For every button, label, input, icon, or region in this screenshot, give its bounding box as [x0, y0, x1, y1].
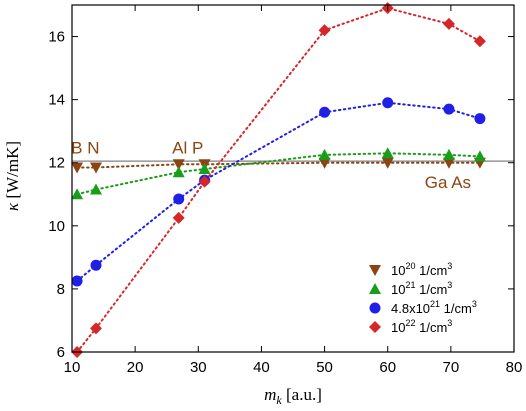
legend-label-3: 1022 1/cm3 — [391, 318, 452, 335]
y-axis-label: κ [W/mK] — [3, 141, 22, 211]
legend-marker-3 — [369, 321, 381, 333]
series-2-point — [173, 193, 185, 205]
series-3-point — [473, 35, 486, 48]
series-0-point — [172, 159, 185, 171]
series-1-point — [318, 148, 331, 160]
series-2-point — [474, 113, 486, 125]
y-tick-label: 8 — [57, 281, 65, 298]
x-axis-label: mk [a.u.] — [264, 385, 322, 407]
x-tick-label: 60 — [379, 359, 396, 376]
annotation-2: Ga As — [425, 173, 471, 192]
series-line-2 — [76, 101, 481, 283]
legend-label-0: 1020 1/cm3 — [391, 261, 452, 278]
x-tick-label: 20 — [127, 359, 144, 376]
plot-frame — [71, 4, 515, 353]
legend-label-1-part-1: 21 — [405, 280, 415, 290]
legend-label-1-part-0: 10 — [391, 282, 405, 297]
legend-label-0-part-3: 3 — [447, 261, 452, 271]
y-axis-label-unit: [W/mK] — [3, 141, 22, 203]
legend-marker-0 — [369, 265, 381, 276]
legend-label-2-part-2: 1/cm — [440, 301, 472, 316]
legend-label-1-part-2: 1/cm — [415, 282, 447, 297]
x-tick-label: 80 — [506, 359, 523, 376]
annotation-1: Al P — [172, 138, 203, 157]
x-tick-label: 70 — [443, 359, 460, 376]
series-1-point — [198, 163, 211, 175]
legend-label-3-part-2: 1/cm — [415, 320, 447, 335]
y-tick-label: 16 — [48, 29, 65, 46]
x-axis-label-unit: [a.u.] — [282, 385, 322, 404]
legend-label-1: 1021 1/cm3 — [391, 280, 452, 297]
series-1-point — [442, 148, 455, 160]
series-line-1 — [76, 152, 481, 196]
y-axis-label-symbol: κ — [3, 202, 22, 211]
annotations-layer: B N Al P Ga As — [71, 138, 471, 192]
annotation-0: B N — [71, 138, 99, 157]
y-tick-label: 12 — [48, 155, 65, 172]
series-2-point — [71, 275, 83, 287]
x-tick-label: 50 — [316, 359, 333, 376]
x-tick-label: 10 — [64, 359, 81, 376]
series-1-point — [172, 166, 185, 178]
series-points-layer — [71, 2, 486, 358]
series-3-point — [442, 17, 455, 30]
series-line-3 — [76, 7, 481, 353]
series-0-point — [318, 157, 331, 169]
series-3-point — [198, 175, 211, 188]
series-3-point — [89, 322, 102, 335]
legend-marker-1 — [369, 283, 381, 294]
series-3-point — [172, 211, 185, 224]
y-tick-label: 6 — [57, 344, 65, 361]
legend-label-0-part-1: 20 — [405, 261, 415, 271]
legend-label-0-part-2: 1/cm — [415, 263, 447, 278]
series-2-point — [443, 103, 455, 115]
x-tick-label: 30 — [190, 359, 207, 376]
legend-marker-2 — [369, 302, 381, 314]
x-axis-label-sub: k — [276, 393, 282, 407]
legend-label-2-part-1: 21 — [430, 299, 440, 309]
legend-label-2-part-0: 4.8x10 — [391, 301, 430, 316]
x-axis-label-main: m — [264, 385, 276, 404]
series-0-point — [442, 157, 455, 169]
legend-label-3-part-3: 3 — [447, 318, 452, 328]
legend-label-1-part-3: 3 — [447, 280, 452, 290]
series-1-point — [381, 147, 394, 159]
y-tick-label: 14 — [48, 92, 65, 109]
series-1-point — [89, 183, 102, 195]
series-0-point — [89, 162, 102, 174]
series-3-point — [318, 24, 331, 37]
legend-label-2-part-3: 3 — [472, 299, 477, 309]
y-tick-label: 10 — [48, 218, 65, 235]
series-1-point — [473, 150, 486, 162]
series-0-point — [381, 157, 394, 169]
series-1-point — [71, 188, 84, 200]
legend-label-3-part-0: 10 — [391, 320, 405, 335]
series-lines-layer — [76, 7, 481, 353]
x-tick-label: 40 — [253, 359, 270, 376]
series-0-point — [71, 162, 84, 174]
series-2-point — [382, 97, 394, 109]
legend-label-2: 4.8x1021 1/cm3 — [391, 299, 477, 316]
series-line-0 — [76, 161, 481, 169]
axes-layer — [71, 4, 515, 353]
series-2-point — [319, 106, 331, 118]
series-2-point — [90, 259, 102, 271]
legend-label-0-part-0: 10 — [391, 263, 405, 278]
legend-label-3-part-1: 22 — [405, 318, 415, 328]
